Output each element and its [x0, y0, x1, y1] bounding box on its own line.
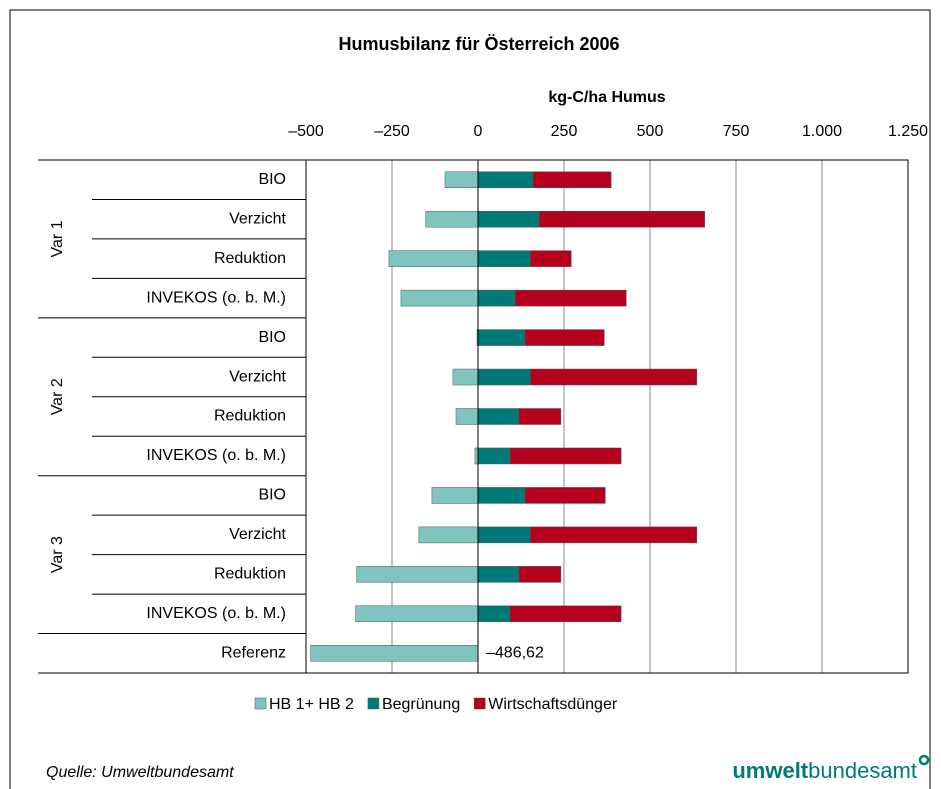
y-tick-label: BIO: [258, 329, 286, 346]
bar: [356, 566, 479, 583]
value-label: –486,62: [486, 644, 544, 661]
y-tick-label: Reduktion: [214, 566, 286, 583]
bar: [530, 250, 572, 267]
logo-icon: [918, 754, 930, 766]
bar: [310, 645, 479, 662]
x-tick-label: 250: [551, 123, 578, 140]
bar: [400, 289, 479, 307]
y-tick-label: Referenz: [221, 644, 286, 661]
y-tick-label: Verzicht: [229, 526, 286, 543]
group-label: Var 2: [49, 378, 66, 415]
x-tick-label: 500: [637, 123, 664, 140]
x-tick-label: –250: [374, 123, 410, 140]
y-tick-label: BIO: [258, 487, 286, 504]
bar: [425, 210, 479, 228]
x-tick-label: –500: [288, 123, 324, 140]
y-tick-label: BIO: [258, 171, 286, 188]
legend-swatch: [367, 697, 380, 710]
x-tick-label: 750: [723, 123, 750, 140]
bar: [431, 487, 479, 504]
y-tick-label: Reduktion: [214, 250, 286, 267]
bar: [514, 289, 627, 307]
bar: [532, 171, 612, 188]
legend-label: Begrünung: [382, 696, 460, 713]
y-tick-label: INVEKOS (o. b. M.): [146, 289, 286, 306]
logo-bold: umwelt: [732, 758, 808, 783]
bar: [477, 566, 520, 583]
plot-border: [305, 159, 909, 674]
bar: [477, 329, 526, 346]
bar: [477, 250, 531, 267]
legend-swatch: [473, 697, 486, 710]
logo-regular: bundesamt: [808, 758, 917, 783]
bar: [477, 447, 511, 465]
y-tick-label: INVEKOS (o. b. M.): [146, 447, 286, 464]
source: Quelle: Umweltbundesamt: [46, 764, 234, 781]
legend-label: Wirtschaftsdünger: [488, 696, 618, 713]
bar: [444, 171, 479, 188]
bar: [518, 566, 562, 583]
chart-title: Humusbilanz für Österreich 2006: [338, 34, 619, 54]
bar: [524, 329, 605, 346]
bar: [509, 447, 622, 465]
x-tick-label: 0: [474, 123, 483, 140]
group-label: Var 1: [49, 220, 66, 257]
x-tick-label: 1.000: [802, 123, 842, 140]
bar: [524, 487, 606, 504]
y-tick-label: Verzicht: [229, 210, 286, 227]
bar: [530, 526, 698, 544]
bar: [477, 171, 534, 188]
bar: [538, 210, 705, 228]
bar: [452, 368, 479, 386]
bar: [477, 289, 516, 307]
y-tick-label: Reduktion: [214, 408, 286, 425]
group-label: Var 3: [49, 536, 66, 573]
bar: [509, 605, 622, 623]
bar: [477, 526, 531, 544]
logo: umweltbundesamt: [732, 758, 917, 783]
bar: [388, 250, 479, 267]
axis-title: kg-C/ha Humus: [548, 89, 665, 106]
legend-label: HB 1+ HB 2: [269, 696, 354, 713]
bar: [477, 368, 531, 386]
legend-swatch: [254, 697, 267, 710]
x-tick-label: 1.250: [888, 123, 928, 140]
bar: [477, 210, 540, 228]
bar: [530, 368, 698, 386]
y-tick-label: Verzicht: [229, 368, 286, 385]
bar: [477, 605, 511, 623]
bar: [518, 408, 562, 425]
bar: [455, 408, 479, 425]
bar: [477, 487, 526, 504]
y-tick-label: INVEKOS (o. b. M.): [146, 605, 286, 622]
bar: [477, 408, 520, 425]
frame: [9, 9, 931, 789]
bar: [355, 605, 479, 623]
bar: [418, 526, 479, 544]
